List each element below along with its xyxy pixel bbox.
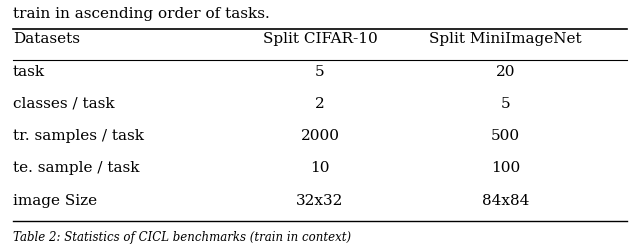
- Text: task: task: [13, 65, 45, 79]
- Text: 5: 5: [315, 65, 325, 79]
- Text: tr. samples / task: tr. samples / task: [13, 129, 144, 143]
- Text: 84x84: 84x84: [482, 194, 529, 208]
- Text: 10: 10: [310, 161, 330, 175]
- Text: te. sample / task: te. sample / task: [13, 161, 140, 175]
- Text: classes / task: classes / task: [13, 97, 115, 111]
- Text: train in ascending order of tasks.: train in ascending order of tasks.: [13, 7, 269, 21]
- Text: 5: 5: [500, 97, 511, 111]
- Text: 100: 100: [491, 161, 520, 175]
- Text: Datasets: Datasets: [13, 32, 80, 46]
- Text: Split MiniImageNet: Split MiniImageNet: [429, 32, 582, 46]
- Text: 500: 500: [491, 129, 520, 143]
- Text: 20: 20: [496, 65, 515, 79]
- Text: Split CIFAR-10: Split CIFAR-10: [262, 32, 378, 46]
- Text: 2: 2: [315, 97, 325, 111]
- Text: 2000: 2000: [301, 129, 339, 143]
- Text: Table 2: Statistics of CICL benchmarks (train in context): Table 2: Statistics of CICL benchmarks (…: [13, 231, 351, 244]
- Text: 32x32: 32x32: [296, 194, 344, 208]
- Text: image Size: image Size: [13, 194, 97, 208]
